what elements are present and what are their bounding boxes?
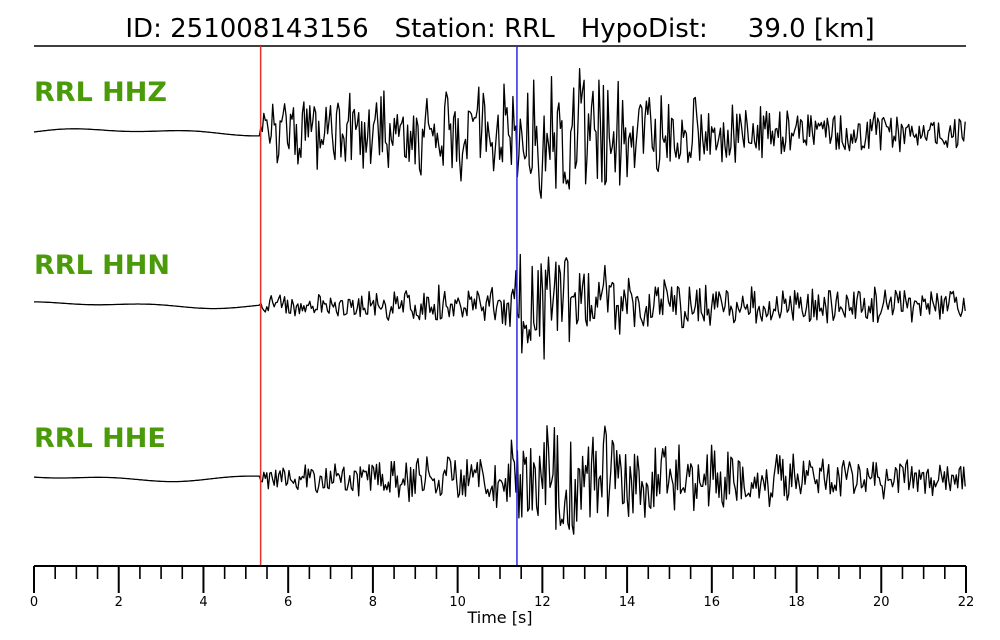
tick-label: 6	[284, 595, 292, 610]
tick-label: 14	[619, 595, 636, 610]
channel-label-2: RRL HHN	[34, 250, 170, 281]
tick-label: 18	[788, 595, 805, 610]
tick-label: 4	[199, 595, 207, 610]
x-axis-label: Time [s]	[466, 608, 532, 627]
tick-label: 2	[115, 595, 123, 610]
event-id: ID: 251008143156	[125, 14, 368, 44]
waveform-trace-3	[33, 425, 966, 535]
tick-label: 20	[873, 595, 890, 610]
channel-labels: RRL HHZ RRL HHN RRL HHE	[34, 77, 170, 454]
phase-picks	[259, 46, 518, 566]
hypodist-label: HypoDist:	[581, 14, 708, 44]
station-name: Station: RRL	[395, 14, 556, 44]
tick-label: 22	[958, 595, 975, 610]
tick-label: 0	[30, 595, 38, 610]
channel-label-1: RRL HHZ	[34, 77, 167, 108]
tick-label: 10	[449, 595, 466, 610]
tick-label: 16	[704, 595, 721, 610]
tick-label: 8	[369, 595, 377, 610]
tick-label: 12	[534, 595, 551, 610]
channel-label-3: RRL HHE	[34, 423, 166, 454]
time-axis-ticks: 0 2 4 6 8 10 12 14 16 18 20 22	[30, 566, 974, 610]
hypodist-value: 39.0 [km]	[748, 14, 875, 44]
waveform-trace-2	[34, 253, 966, 360]
waveform-trace-1	[33, 68, 966, 199]
chart-title: ID: 251008143156 Station: RRL HypoDist: 39.…	[125, 14, 874, 44]
time-axis: 0 2 4 6 8 10 12 14 16 18 20 22 Time [s]	[30, 565, 974, 627]
waveform-traces	[33, 68, 966, 535]
